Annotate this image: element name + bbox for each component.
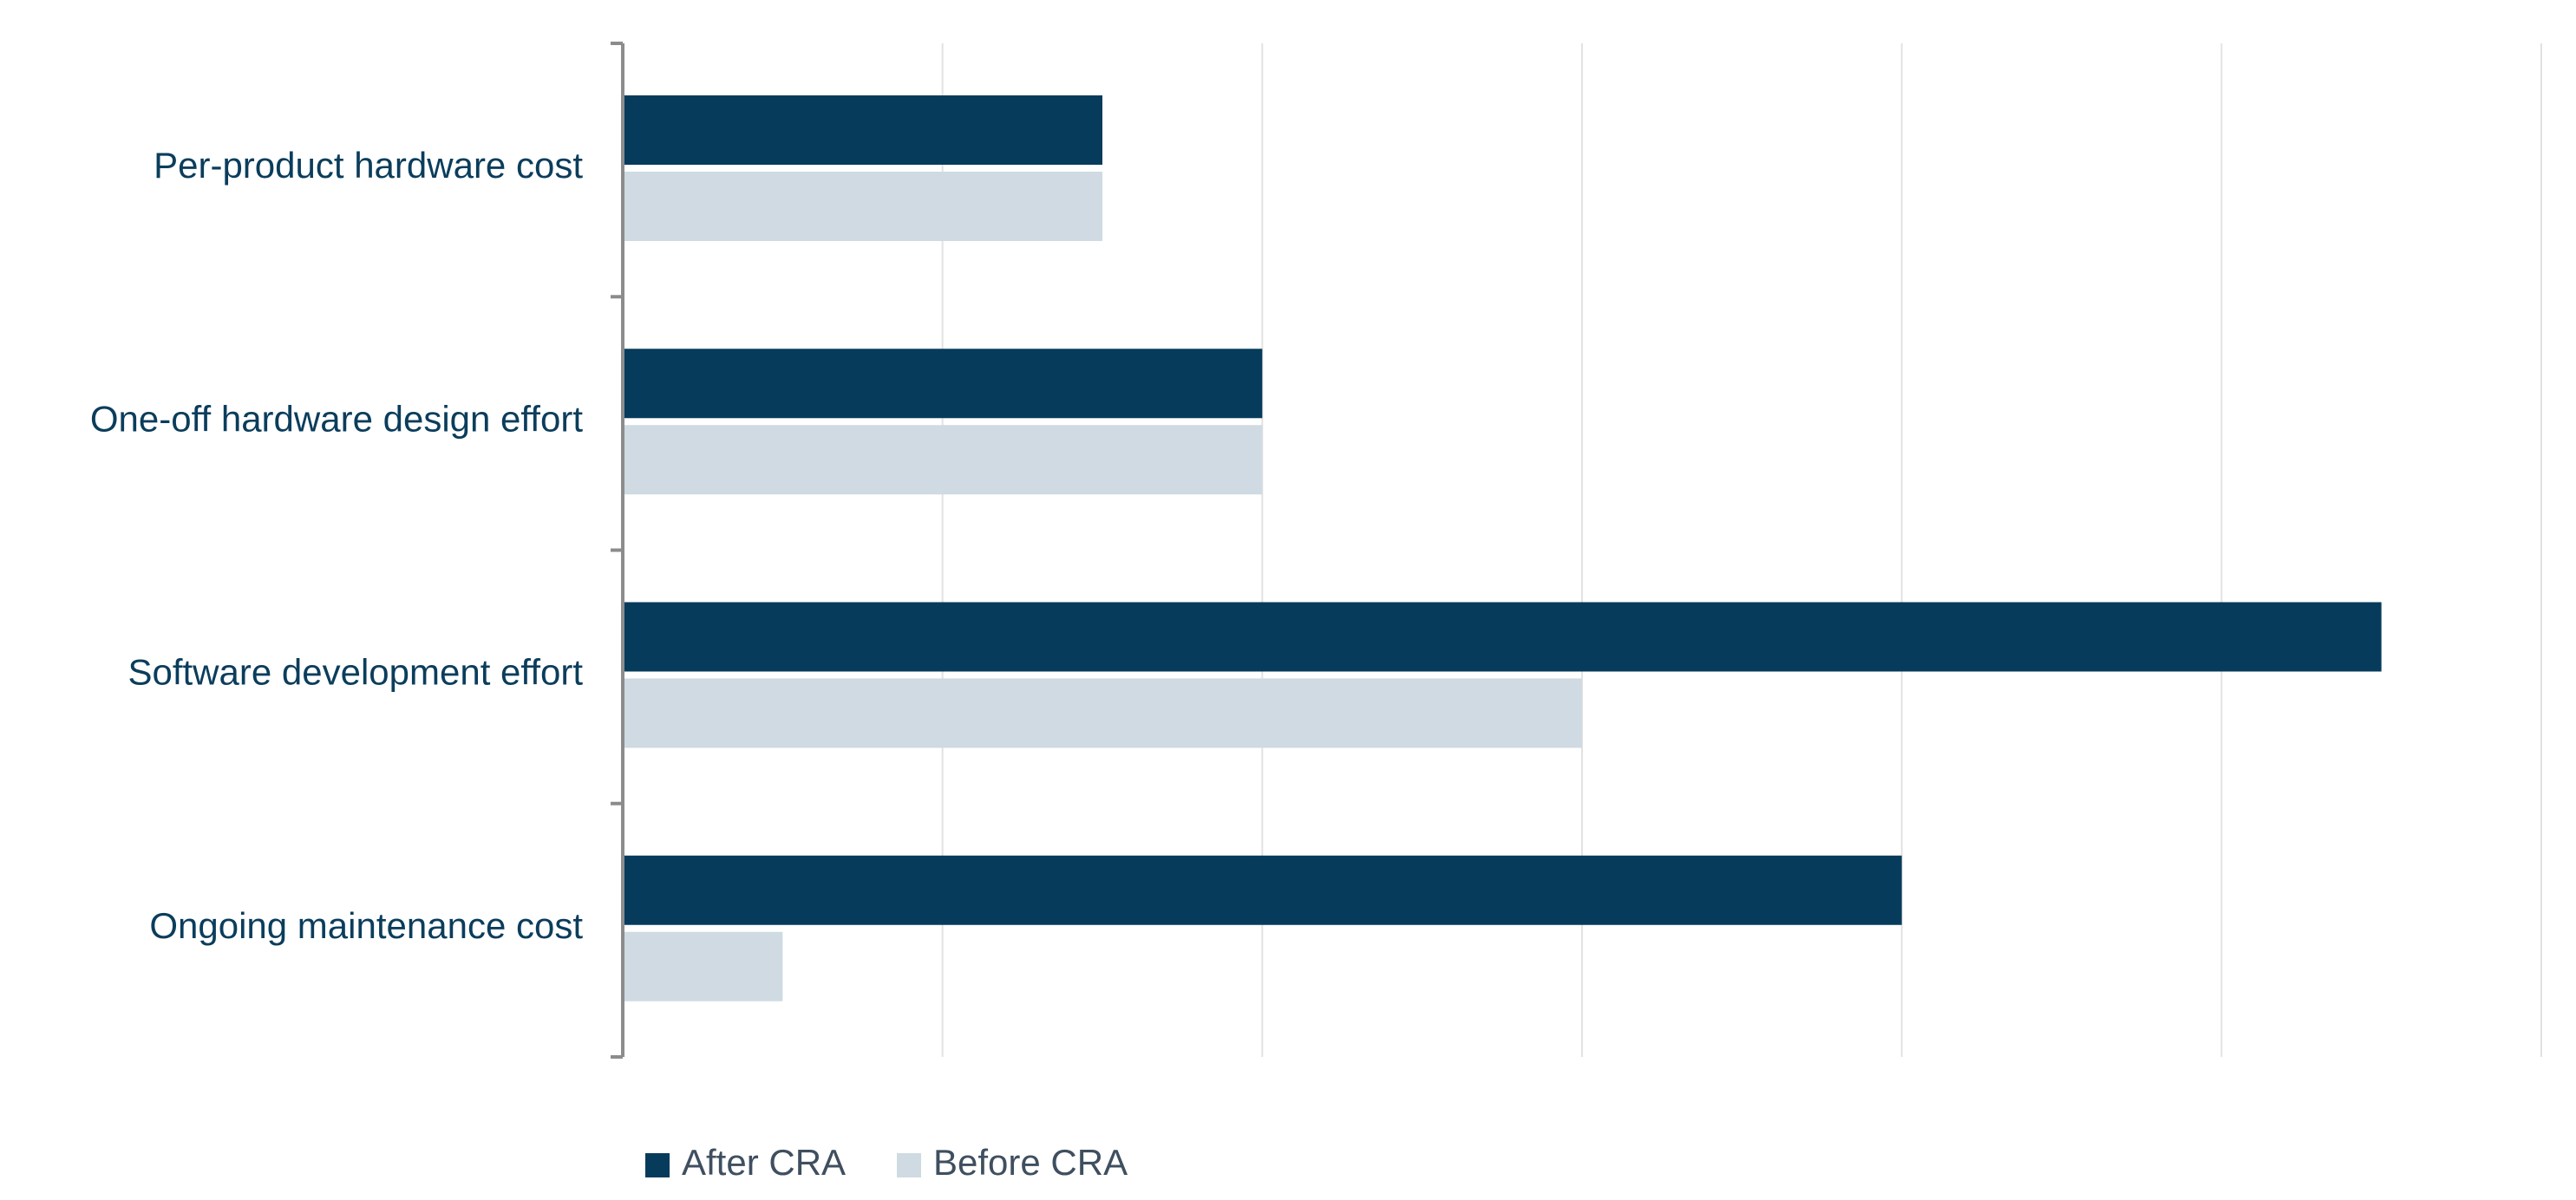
category-label: Ongoing maintenance cost: [149, 905, 583, 946]
bar-after-cra: [623, 602, 2382, 672]
category-label: One-off hardware design effort: [90, 398, 583, 439]
category-labels: Per-product hardware cost One-off hardwar…: [90, 145, 583, 946]
category-label: Per-product hardware cost: [154, 145, 583, 186]
bar-before-cra: [623, 172, 1102, 241]
bar-after-cra: [623, 95, 1102, 165]
bar-after-cra: [623, 349, 1263, 419]
bar-after-cra: [623, 855, 1902, 925]
legend-label: Before CRA: [933, 1142, 1128, 1183]
bars: [623, 95, 2382, 1001]
category-label: Software development effort: [127, 652, 583, 693]
bar-before-cra: [623, 678, 1582, 748]
legend-swatch: [645, 1153, 670, 1177]
legend-label: After CRA: [682, 1142, 846, 1183]
legend: After CRA Before CRA: [645, 1142, 1128, 1183]
bar-before-cra: [623, 931, 783, 1001]
bar-before-cra: [623, 425, 1263, 495]
legend-swatch: [897, 1153, 921, 1177]
y-axis: [611, 42, 624, 1059]
